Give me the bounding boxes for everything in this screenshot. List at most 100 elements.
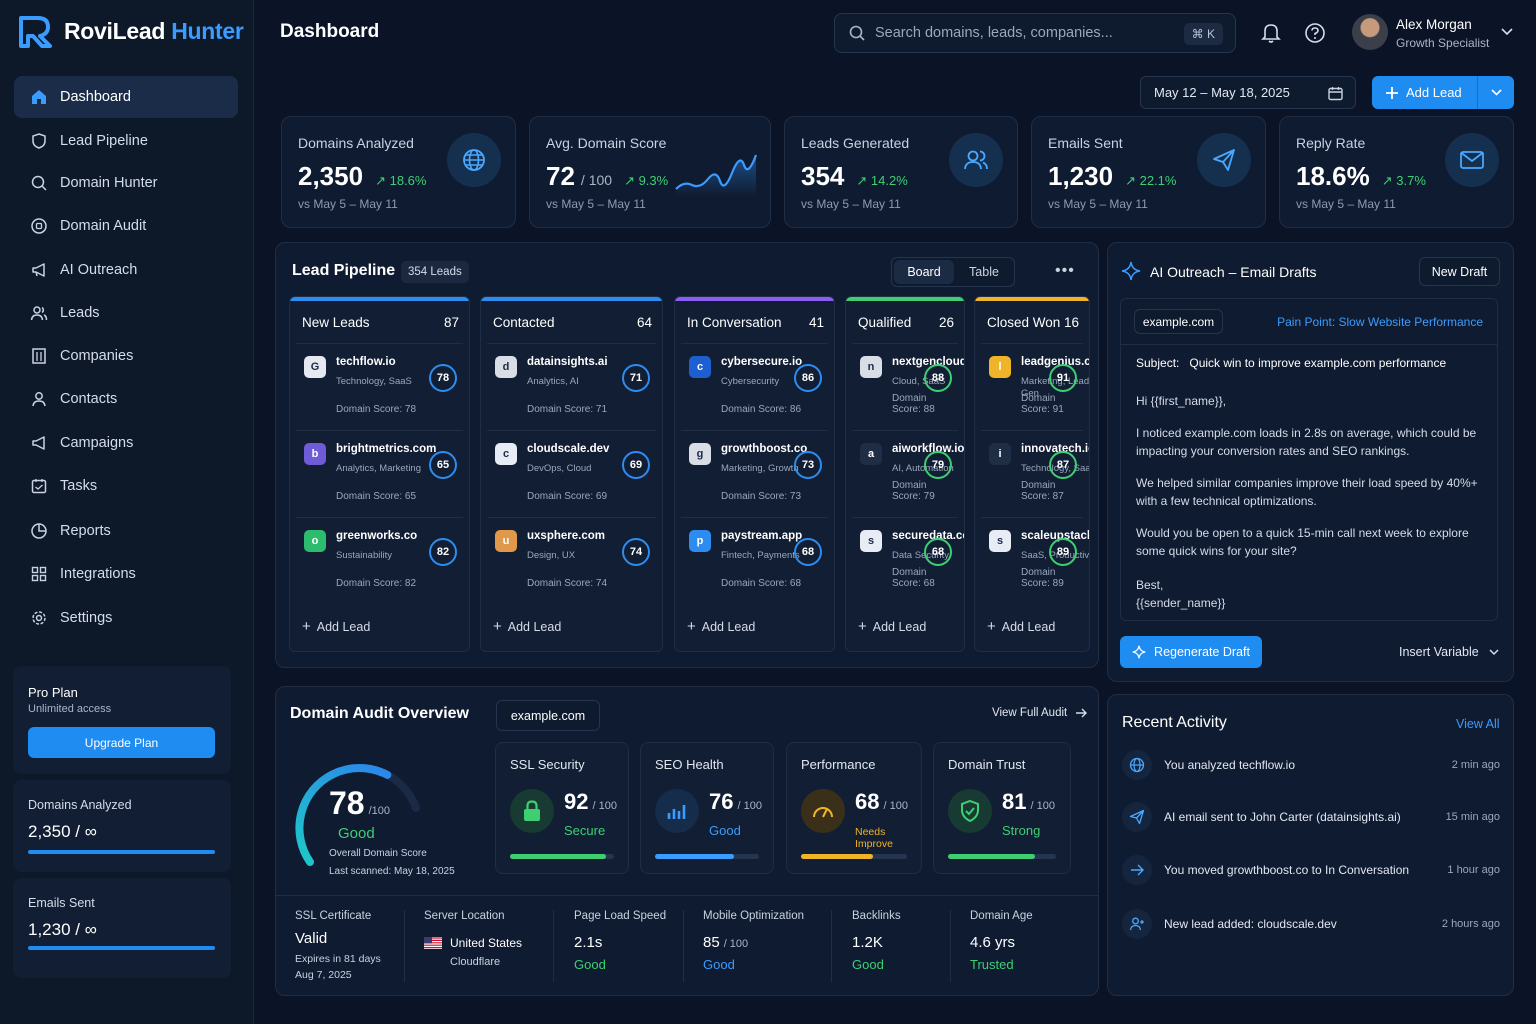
- sidebar-item-dashboard[interactable]: Dashboard: [14, 76, 238, 118]
- lead-card[interactable]: i innovatech.io Technology, SaaS Domain Sco…: [981, 430, 1089, 512]
- mail-icon: [1445, 133, 1499, 187]
- email-greeting: Hi {{first_name}},: [1136, 394, 1227, 408]
- outreach-title: AI Outreach – Email Drafts: [1150, 264, 1317, 280]
- insert-variable-dropdown[interactable]: Insert Variable: [1399, 645, 1499, 659]
- tab-table[interactable]: Table: [969, 265, 999, 279]
- user-role: Growth Specialist: [1396, 36, 1490, 50]
- add-lead-button[interactable]: + Add Lead: [302, 618, 370, 635]
- info-label: Page Load Speed: [574, 910, 667, 922]
- audit-metric-card[interactable]: Performance 68/ 100 Needs Improve: [786, 742, 922, 874]
- date-range-picker[interactable]: May 12 – May 18, 2025: [1140, 76, 1356, 109]
- lead-card[interactable]: c cloudscale.dev DevOps, Cloud Domain Score…: [487, 430, 656, 512]
- chevron-down-icon[interactable]: [1491, 89, 1502, 96]
- sidebar-item-label: Integrations: [60, 566, 136, 582]
- add-lead-button[interactable]: + Add Lead: [858, 618, 926, 635]
- sidebar-item-campaigns[interactable]: Campaigns: [14, 422, 238, 464]
- stat-leads-generated: Leads Generated 354 ↗ 14.2% vs May 5 – Ma…: [784, 116, 1018, 228]
- divider: [683, 910, 684, 982]
- chevron-down-icon[interactable]: [1501, 28, 1513, 36]
- regenerate-draft-button[interactable]: Regenerate Draft: [1120, 636, 1262, 668]
- stat-value: 354 ↗ 14.2%: [801, 161, 908, 191]
- search-input[interactable]: Search domains, leads, companies... ⌘ K: [834, 13, 1236, 53]
- sidebar-item-contacts[interactable]: Contacts: [14, 378, 238, 420]
- lead-tags: Data Security: [892, 550, 950, 561]
- lead-domain-score: Domain Score: 74: [527, 578, 608, 589]
- bell-icon[interactable]: [1261, 22, 1281, 44]
- audit-metric-card[interactable]: SEO Health 76/ 100 Good: [640, 742, 774, 874]
- column-count: 87: [443, 315, 459, 330]
- add-lead-button[interactable]: + Add Lead: [687, 618, 755, 635]
- sidebar-item-lead-pipeline[interactable]: Lead Pipeline: [14, 120, 238, 162]
- sidebar-item-domain-hunter[interactable]: Domain Hunter: [14, 162, 238, 204]
- view-all-link[interactable]: View All: [1456, 717, 1500, 731]
- lead-card[interactable]: o greenworks.co Sustainability Domain Score…: [296, 517, 463, 599]
- help-icon[interactable]: [1304, 22, 1326, 44]
- more-options-icon[interactable]: •••: [1055, 262, 1075, 279]
- lead-score-badge: 71: [622, 364, 650, 392]
- lead-card[interactable]: d datainsights.ai Analytics, AI Domain Scor…: [487, 343, 656, 425]
- lead-card[interactable]: u uxsphere.com Design, UX Domain Score: 74 7…: [487, 517, 656, 599]
- metric-status: Secure: [564, 823, 606, 838]
- audit-metric-card[interactable]: Domain Trust 81/ 100 Strong: [933, 742, 1071, 874]
- activity-item[interactable]: You moved growthboost.co to In Conversat…: [1122, 852, 1500, 888]
- add-lead-button[interactable]: + Add Lead: [987, 618, 1055, 635]
- company-logo: b: [304, 443, 326, 465]
- upgrade-plan-button[interactable]: Upgrade Plan: [28, 727, 215, 758]
- lead-score-badge: 86: [794, 364, 822, 392]
- stat-emails-sent: Emails Sent 1,230 ↗ 22.1% vs May 5 – May …: [1031, 116, 1266, 228]
- sidebar-item-domain-audit[interactable]: Domain Audit: [14, 205, 238, 247]
- tab-board[interactable]: Board: [894, 260, 954, 284]
- add-lead-button[interactable]: + Add Lead: [493, 618, 561, 635]
- draft-domain-chip[interactable]: example.com: [1134, 309, 1223, 334]
- sidebar-item-companies[interactable]: Companies: [14, 335, 238, 377]
- lead-card[interactable]: g growthboost.co Marketing, Growth Domain S…: [681, 430, 828, 512]
- lead-card[interactable]: sscaleupstack.comSaaS, ProductivityDomai…: [981, 517, 1089, 599]
- lead-card[interactable]: s securedata.co Data Security Domain Score:…: [852, 517, 964, 599]
- sidebar-item-leads[interactable]: Leads: [14, 292, 238, 334]
- column-accent: [675, 297, 834, 301]
- lead-card[interactable]: c cybersecure.io Cybersecurity Domain Score…: [681, 343, 828, 425]
- lead-card[interactable]: b brightmetrics.com Analytics, Marketing Do…: [296, 430, 463, 512]
- new-draft-button[interactable]: New Draft: [1419, 257, 1500, 286]
- lead-card[interactable]: p paystream.app Fintech, Payments Domain Sc…: [681, 517, 828, 599]
- view-full-audit-link[interactable]: View Full Audit: [992, 707, 1088, 719]
- sidebar-item-integrations[interactable]: Integrations: [14, 553, 238, 595]
- company-logo: G: [304, 356, 326, 378]
- lead-domain: innovatech.io: [1021, 443, 1090, 455]
- lead-tags: Analytics, AI: [527, 376, 579, 387]
- email-body[interactable]: Hi {{first_name}}, I noticed example.com…: [1136, 392, 1486, 612]
- lead-domain: paystream.app: [721, 530, 803, 542]
- metric-progress-fill: [801, 854, 874, 859]
- lead-domain: techflow.io: [336, 356, 396, 368]
- plan-card: Pro Plan Unlimited access Upgrade Plan: [13, 666, 231, 774]
- stat-title: Reply Rate: [1296, 135, 1366, 151]
- metric-title: SEO Health: [655, 757, 724, 772]
- sidebar-item-ai-outreach[interactable]: AI Outreach: [14, 249, 238, 291]
- activity-item[interactable]: You analyzed techflow.io 2 min ago: [1122, 747, 1500, 783]
- sidebar-item-label: Leads: [60, 305, 100, 321]
- sidebar-item-tasks[interactable]: Tasks: [14, 465, 238, 507]
- company-logo: p: [689, 530, 711, 552]
- avatar[interactable]: [1352, 14, 1388, 50]
- app-name: RoviLead Hunter: [64, 17, 244, 44]
- pipeline-count-badge: 354 Leads: [401, 261, 469, 283]
- pipeline-column: In Conversation 41 c cybersecure.io Cybersec…: [674, 296, 835, 652]
- audit-metric-card[interactable]: SSL Security 92/ 100 Secure: [495, 742, 629, 874]
- column-header: In Conversation 41: [675, 301, 834, 345]
- add-lead-button[interactable]: Add Lead: [1372, 76, 1514, 109]
- info-status: Good: [574, 957, 606, 972]
- audit-domain-select[interactable]: example.com: [496, 700, 600, 731]
- sidebar-item-label: Dashboard: [60, 89, 131, 105]
- lead-card[interactable]: n nextgencloud.com Cloud, SaaS Domain Score…: [852, 343, 964, 425]
- lead-card[interactable]: a aiworkflow.io AI, Automation Domain Score…: [852, 430, 964, 512]
- activity-item[interactable]: New lead added: cloudscale.dev 2 hours ag…: [1122, 906, 1500, 942]
- globe-icon: [1122, 750, 1152, 780]
- sidebar-item-settings[interactable]: Settings: [14, 597, 238, 639]
- activity-item[interactable]: AI email sent to John Carter (datainsigh…: [1122, 799, 1500, 835]
- metric-value: 92/ 100: [564, 789, 617, 814]
- sidebar-item-reports[interactable]: Reports: [14, 510, 238, 552]
- app-logo[interactable]: RoviLead Hunter: [18, 14, 244, 48]
- info-label: Backlinks: [852, 910, 901, 922]
